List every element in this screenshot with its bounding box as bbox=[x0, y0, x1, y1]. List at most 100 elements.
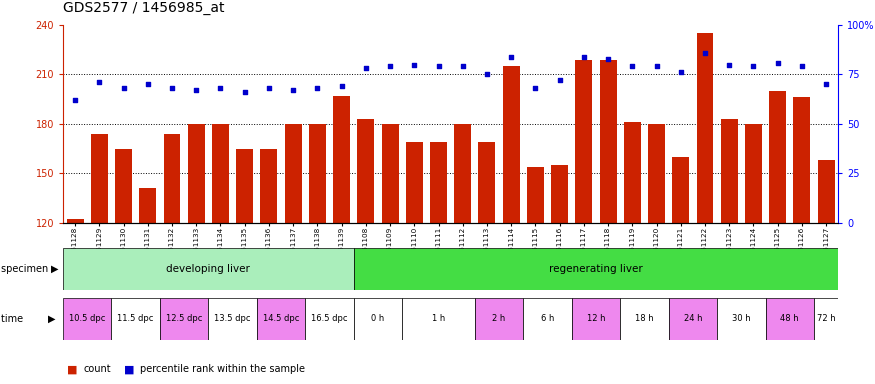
Text: 72 h: 72 h bbox=[817, 314, 836, 323]
Text: 18 h: 18 h bbox=[635, 314, 654, 323]
Bar bbox=[382, 124, 398, 223]
Bar bbox=[63, 248, 354, 290]
Bar bbox=[284, 124, 302, 223]
Bar bbox=[91, 134, 108, 223]
Point bbox=[189, 87, 203, 93]
Point bbox=[141, 81, 155, 88]
Point bbox=[93, 79, 107, 85]
Text: GDS2577 / 1456985_at: GDS2577 / 1456985_at bbox=[63, 2, 225, 15]
Point bbox=[577, 53, 591, 60]
Bar bbox=[406, 142, 423, 223]
Text: 6 h: 6 h bbox=[541, 314, 554, 323]
Bar bbox=[402, 298, 475, 340]
Point bbox=[674, 70, 688, 76]
Bar bbox=[257, 298, 305, 340]
Text: 2 h: 2 h bbox=[493, 314, 506, 323]
Point bbox=[480, 71, 494, 78]
Point bbox=[68, 97, 82, 103]
Text: 30 h: 30 h bbox=[732, 314, 751, 323]
Bar bbox=[648, 124, 665, 223]
Point bbox=[528, 85, 542, 91]
Bar bbox=[357, 119, 374, 223]
Text: ▶: ▶ bbox=[48, 314, 56, 324]
Bar bbox=[599, 60, 617, 223]
Bar bbox=[571, 298, 620, 340]
Bar bbox=[111, 298, 160, 340]
Point bbox=[746, 63, 760, 70]
Text: developing liver: developing liver bbox=[166, 264, 250, 274]
Point bbox=[116, 85, 130, 91]
Text: 12.5 dpc: 12.5 dpc bbox=[166, 314, 202, 323]
Bar bbox=[766, 298, 814, 340]
Bar bbox=[721, 119, 738, 223]
Text: 24 h: 24 h bbox=[683, 314, 702, 323]
Bar bbox=[354, 248, 838, 290]
Point bbox=[626, 63, 640, 70]
Point bbox=[165, 85, 179, 91]
Point bbox=[819, 81, 833, 88]
Point bbox=[383, 63, 397, 70]
Bar bbox=[475, 298, 523, 340]
Bar bbox=[551, 165, 568, 223]
Text: time: time bbox=[1, 314, 26, 324]
Bar bbox=[309, 124, 326, 223]
Text: 13.5 dpc: 13.5 dpc bbox=[214, 314, 251, 323]
Point bbox=[286, 87, 300, 93]
Bar bbox=[236, 149, 253, 223]
Bar bbox=[188, 124, 205, 223]
Point bbox=[238, 89, 252, 95]
Bar bbox=[454, 124, 472, 223]
Bar bbox=[794, 98, 810, 223]
Bar bbox=[212, 124, 229, 223]
Point bbox=[794, 63, 808, 70]
Bar bbox=[208, 298, 257, 340]
Bar bbox=[769, 91, 786, 223]
Bar bbox=[63, 298, 111, 340]
Point bbox=[698, 50, 712, 56]
Bar bbox=[354, 298, 402, 340]
Point bbox=[214, 85, 228, 91]
Text: ▶: ▶ bbox=[51, 264, 59, 274]
Bar bbox=[66, 219, 84, 223]
Bar bbox=[576, 60, 592, 223]
Text: count: count bbox=[83, 364, 111, 374]
Bar bbox=[527, 167, 544, 223]
Bar bbox=[305, 298, 354, 340]
Bar bbox=[624, 122, 640, 223]
Bar bbox=[139, 188, 157, 223]
Text: ■: ■ bbox=[67, 364, 78, 374]
Point bbox=[771, 60, 785, 66]
Text: 12 h: 12 h bbox=[587, 314, 605, 323]
Point bbox=[359, 65, 373, 71]
Text: percentile rank within the sample: percentile rank within the sample bbox=[140, 364, 305, 374]
Bar bbox=[503, 66, 520, 223]
Point bbox=[311, 85, 325, 91]
Bar bbox=[160, 298, 208, 340]
Point bbox=[649, 63, 663, 70]
Text: 1 h: 1 h bbox=[432, 314, 445, 323]
Bar bbox=[333, 96, 350, 223]
Point bbox=[407, 61, 421, 68]
Text: 11.5 dpc: 11.5 dpc bbox=[117, 314, 154, 323]
Bar bbox=[718, 298, 766, 340]
Point bbox=[334, 83, 348, 89]
Bar bbox=[696, 33, 713, 223]
Bar bbox=[164, 134, 180, 223]
Bar bbox=[116, 149, 132, 223]
Bar bbox=[261, 149, 277, 223]
Point bbox=[456, 63, 470, 70]
Bar bbox=[523, 298, 571, 340]
Bar bbox=[620, 298, 668, 340]
Point bbox=[553, 77, 567, 83]
Text: specimen: specimen bbox=[1, 264, 52, 274]
Text: 48 h: 48 h bbox=[780, 314, 799, 323]
Point bbox=[722, 61, 736, 68]
Text: 16.5 dpc: 16.5 dpc bbox=[312, 314, 347, 323]
Bar bbox=[672, 157, 690, 223]
Text: 14.5 dpc: 14.5 dpc bbox=[262, 314, 299, 323]
Bar bbox=[668, 298, 718, 340]
Text: regenerating liver: regenerating liver bbox=[550, 264, 643, 274]
Bar bbox=[745, 124, 762, 223]
Bar bbox=[814, 298, 838, 340]
Text: 10.5 dpc: 10.5 dpc bbox=[69, 314, 105, 323]
